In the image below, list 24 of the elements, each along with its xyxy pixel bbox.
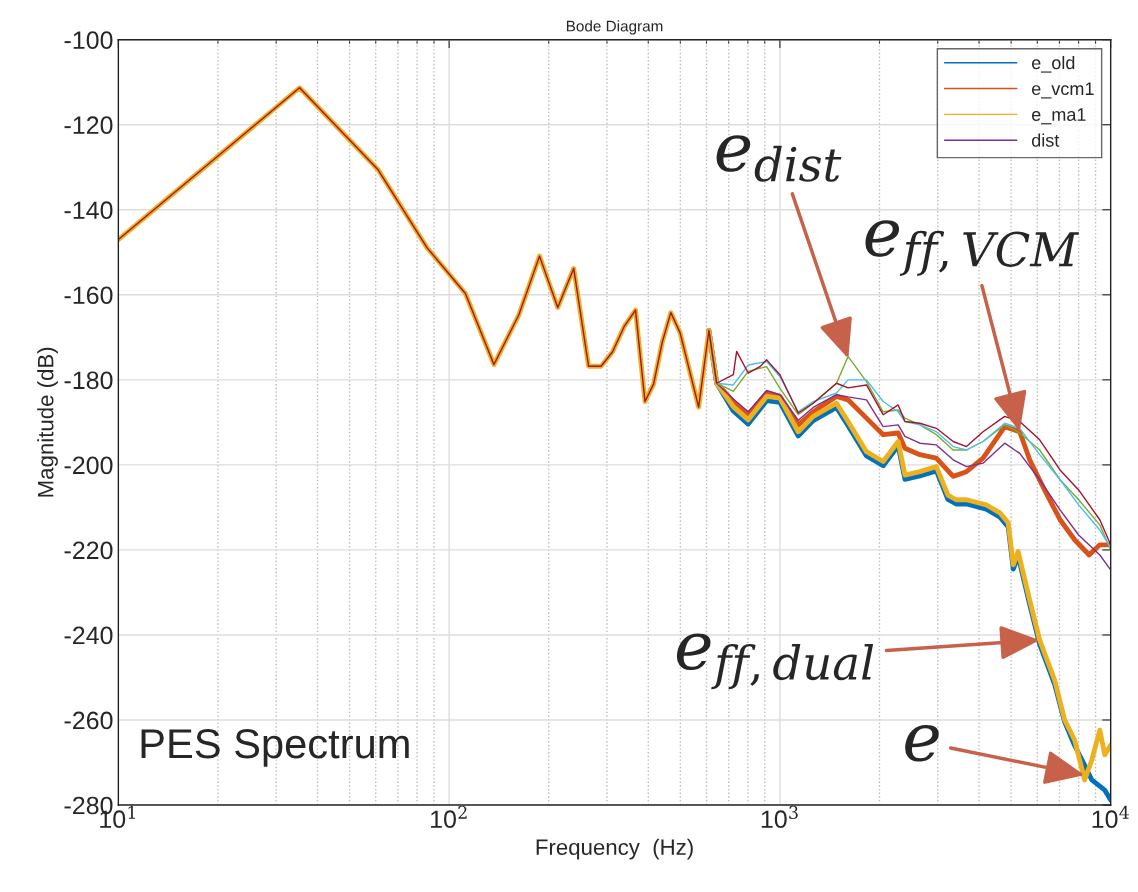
annotation: e$_{dist}$	[716, 135, 842, 182]
y-tick-label: -120	[64, 116, 113, 135]
chart-title: Bode Diagram	[566, 20, 663, 35]
annotation: e$_{ff,VCM}$	[865, 220, 1080, 276]
y-tick-label: -160	[64, 286, 113, 305]
y-tick-label: -260	[64, 711, 113, 730]
x-tick-label: 10$^{4}$	[1092, 805, 1129, 829]
annotation: e$_{ff,dual}$	[676, 633, 874, 690]
y-tick-label: -240	[64, 626, 113, 645]
legend-label: e_vcm1	[1031, 82, 1094, 99]
y-axis-title: Magnitude (dB)	[37, 347, 58, 497]
y-tick-label: -100	[64, 31, 113, 49]
legend-label: e_old	[1031, 55, 1075, 73]
y-tick-label: -220	[64, 541, 113, 560]
legend-label: e_ma1	[1031, 108, 1086, 125]
x-tick-label: 10$^{3}$	[761, 805, 798, 829]
legend-label: dist	[1031, 133, 1060, 147]
y-tick-label: -200	[64, 456, 113, 475]
annotation: PES Spectrum	[141, 729, 409, 767]
y-tick-label: -140	[64, 201, 113, 220]
annotation: e	[905, 725, 939, 762]
x-tick-label: 10$^{2}$	[431, 805, 467, 829]
y-tick-label: -180	[64, 371, 113, 390]
x-axis-title: Frequency (Hz)	[536, 838, 693, 860]
